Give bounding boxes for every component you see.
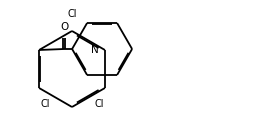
Text: O: O — [60, 22, 68, 31]
Text: Cl: Cl — [94, 99, 104, 109]
Text: Cl: Cl — [67, 9, 77, 19]
Text: Cl: Cl — [40, 99, 50, 109]
Text: N: N — [91, 45, 99, 55]
